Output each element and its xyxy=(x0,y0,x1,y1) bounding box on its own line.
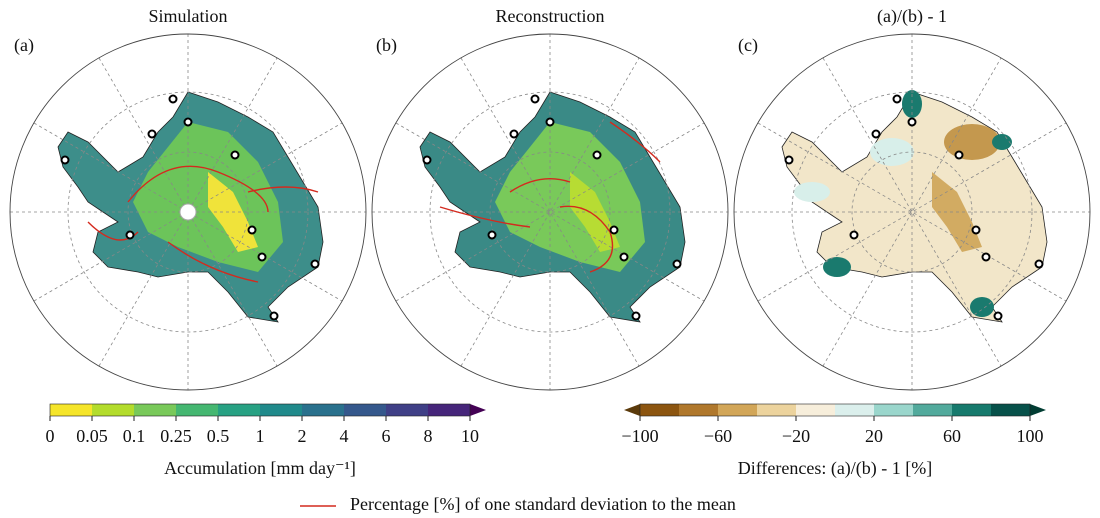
map-c xyxy=(733,33,1091,391)
colorbar-extension xyxy=(470,404,486,416)
map-rim xyxy=(371,33,729,391)
panel-title: Reconstruction xyxy=(496,6,605,26)
colorbar-bin xyxy=(835,404,874,416)
colorbar-bin xyxy=(302,404,344,416)
tick-label: 4 xyxy=(340,426,349,446)
tick-label: 0.5 xyxy=(207,426,230,446)
tick-label: 1 xyxy=(256,426,265,446)
colorbar-bin xyxy=(134,404,176,416)
colorbar-label: Differences: (a)/(b) - 1 [%] xyxy=(738,458,933,479)
colorbar-extension xyxy=(624,404,640,416)
map-rim xyxy=(733,33,1091,391)
tick-label: −100 xyxy=(621,426,658,446)
tick-label: 100 xyxy=(1017,426,1044,446)
tick-label: 0 xyxy=(46,426,55,446)
panel-label: (a) xyxy=(14,35,34,56)
colorbar-bin xyxy=(50,404,92,416)
colorbar-bin xyxy=(260,404,302,416)
colorbar-label: Accumulation [mm day⁻¹] xyxy=(164,458,356,478)
field xyxy=(902,90,922,118)
field xyxy=(970,297,994,317)
tick-label: 10 xyxy=(461,426,479,446)
colorbar-bin xyxy=(386,404,428,416)
panel-title: (a)/(b) - 1 xyxy=(877,6,947,27)
tick-label: 8 xyxy=(424,426,433,446)
map-a xyxy=(9,33,367,391)
map-rim xyxy=(9,33,367,391)
tick-label: 0.25 xyxy=(160,426,192,446)
panel-title: Simulation xyxy=(148,6,227,26)
tick-label: 0.1 xyxy=(123,426,146,446)
field xyxy=(992,134,1012,150)
contour xyxy=(87,165,319,283)
colorbar-extension xyxy=(1030,404,1046,416)
tick-label: 6 xyxy=(382,426,391,446)
colorbar-bin xyxy=(344,404,386,416)
colorbar-bin xyxy=(176,404,218,416)
field xyxy=(794,182,830,202)
colorbar-bin xyxy=(718,404,757,416)
colorbar-bin xyxy=(757,404,796,416)
colorbar-bin xyxy=(913,404,952,416)
colorbar-bin xyxy=(796,404,835,416)
legend-text: Percentage [%] of one standard deviation… xyxy=(350,494,736,514)
tick-label: −60 xyxy=(704,426,732,446)
pole-hole xyxy=(179,203,197,221)
panel-label: (b) xyxy=(376,35,397,56)
continent xyxy=(781,91,1048,323)
map-b xyxy=(371,33,729,391)
tick-label: 20 xyxy=(865,426,883,446)
colorbar-bin xyxy=(218,404,260,416)
tick-label: −20 xyxy=(782,426,810,446)
colorbar-bin xyxy=(991,404,1030,416)
field xyxy=(823,257,851,277)
colorbar-frame xyxy=(639,403,1031,417)
colorbar-bin xyxy=(92,404,134,416)
colorbar-bin xyxy=(640,404,679,416)
colorbar-bin xyxy=(874,404,913,416)
tick-label: 0.05 xyxy=(76,426,108,446)
tick-label: 60 xyxy=(943,426,961,446)
colorbar-bin xyxy=(952,404,991,416)
colorbar-bin xyxy=(679,404,718,416)
tick-label: 2 xyxy=(298,426,307,446)
panel-label: (c) xyxy=(738,35,758,56)
colorbar-bin xyxy=(428,404,470,416)
